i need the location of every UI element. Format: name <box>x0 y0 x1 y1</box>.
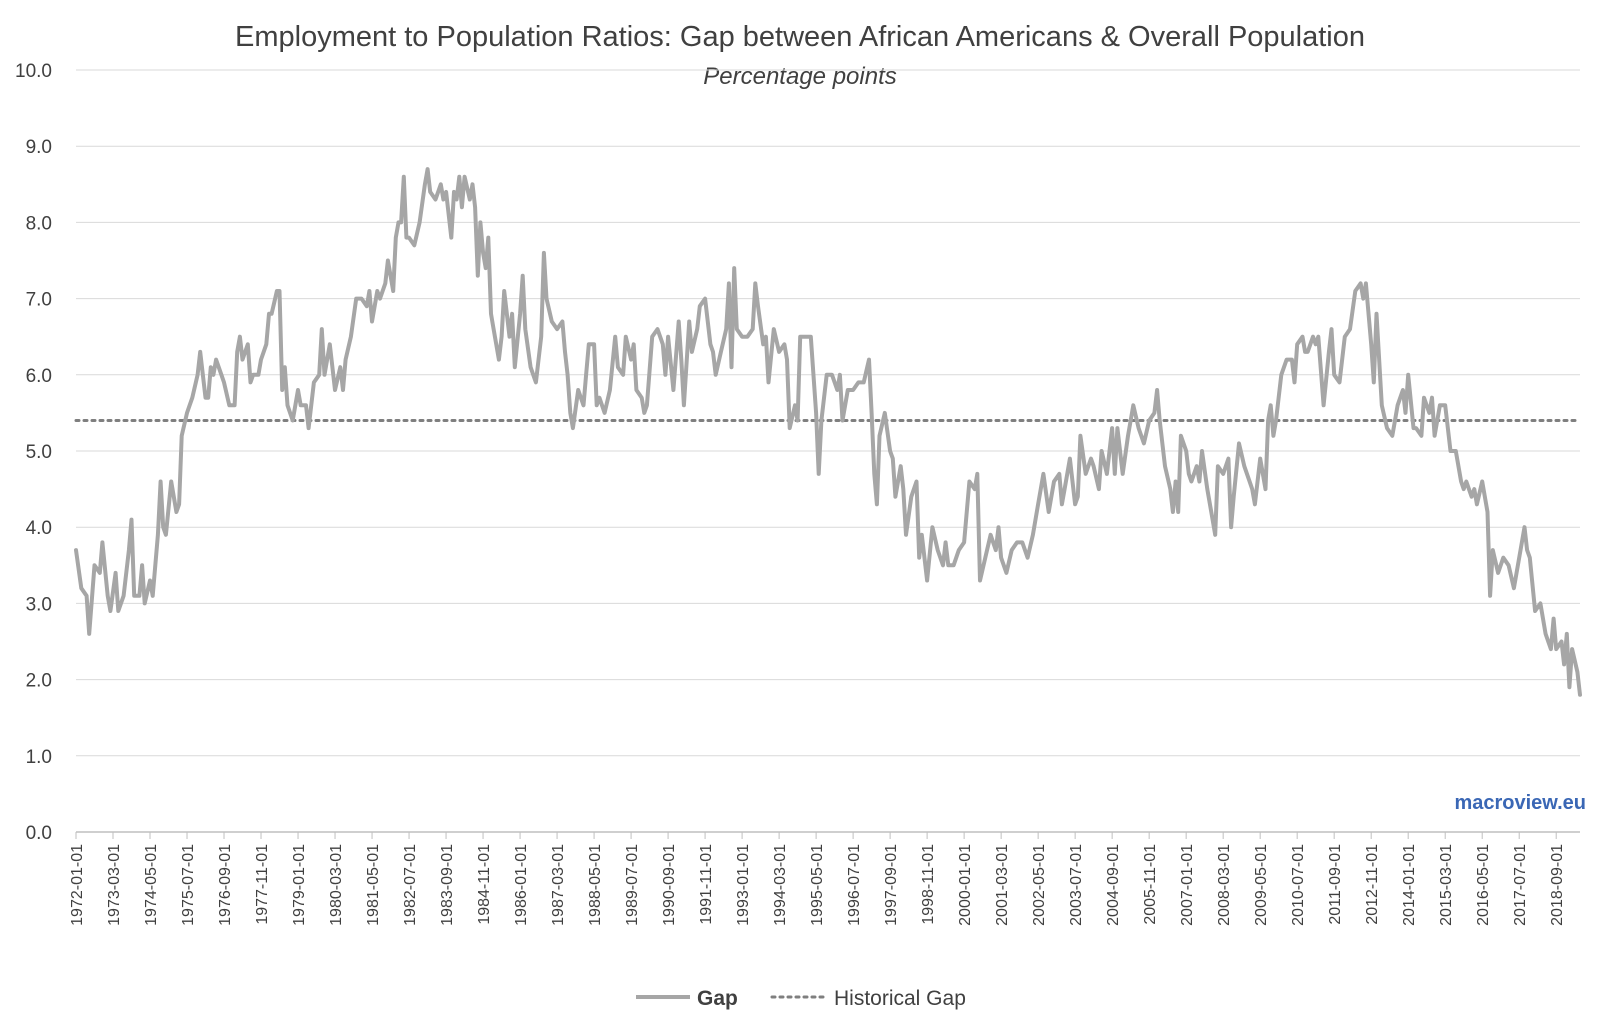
x-tick-label: 1989-07-01 <box>624 844 641 926</box>
x-tick-label: 1984-11-01 <box>476 844 493 925</box>
y-tick-label: 6.0 <box>26 366 52 387</box>
y-tick-label: 7.0 <box>26 290 52 311</box>
x-tick-label: 1979-01-01 <box>291 844 308 926</box>
x-tick-label: 1982-07-01 <box>402 844 419 926</box>
x-tick-label: 1974-05-01 <box>143 844 160 926</box>
y-tick-label: 5.0 <box>26 442 52 463</box>
x-tick-label: 1976-09-01 <box>217 844 234 926</box>
x-tick-label: 1993-01-01 <box>735 844 752 926</box>
x-tick-label: 2017-07-01 <box>1512 844 1529 926</box>
x-tick-label: 1996-07-01 <box>846 844 863 926</box>
y-tick-label: 8.0 <box>26 213 52 234</box>
gap-series <box>74 167 1582 697</box>
gridlines <box>76 69 1580 757</box>
y-axis-tick-labels: 0.0 1.0 2.0 3.0 4.0 5.0 6.0 7.0 8.0 9.0 10.0 <box>15 61 52 844</box>
chart-subtitle: Percentage points <box>703 63 896 90</box>
watermark: macroview.eu <box>1454 792 1586 814</box>
x-tick-label: 2010-07-01 <box>1290 844 1307 926</box>
x-tick-label: 2004-09-01 <box>1105 844 1122 926</box>
x-tick-label: 1981-05-01 <box>365 844 382 926</box>
x-tick-label: 2003-07-01 <box>1068 844 1085 926</box>
x-tick-label: 1983-09-01 <box>439 844 456 926</box>
y-tick-label: 4.0 <box>26 518 52 539</box>
x-tick-label: 1990-09-01 <box>661 844 678 926</box>
x-tick-label: 2011-09-01 <box>1327 844 1344 925</box>
x-tick-label: 2000-01-01 <box>957 844 974 926</box>
legend-gap-label: Gap <box>697 987 738 1010</box>
legend-historical-label: Historical Gap <box>834 987 966 1010</box>
x-tick-label: 1997-09-01 <box>883 844 900 926</box>
x-tick-label: 1995-05-01 <box>809 844 826 926</box>
x-tick-label: 1986-01-01 <box>513 844 530 926</box>
x-tick-label: 1973-03-01 <box>106 844 123 926</box>
x-tick-label: 2009-05-01 <box>1253 844 1270 926</box>
x-tick-label: 1987-03-01 <box>550 844 567 926</box>
gap-line <box>74 167 1582 697</box>
legend: Gap Historical Gap <box>636 987 966 1010</box>
x-tick-label: 1998-11-01 <box>920 844 937 925</box>
chart-title: Employment to Population Ratios: Gap bet… <box>235 21 1365 53</box>
x-tick-label: 2012-11-01 <box>1364 844 1381 925</box>
y-tick-label: 3.0 <box>26 594 52 615</box>
x-tick-label: 2005-11-01 <box>1142 844 1159 925</box>
y-tick-label: 9.0 <box>26 137 52 158</box>
y-tick-label: 10.0 <box>15 61 52 82</box>
y-tick-label: 0.0 <box>26 823 52 844</box>
x-tick-label: 2001-03-01 <box>994 844 1011 926</box>
x-tick-label: 2002-05-01 <box>1031 844 1048 926</box>
x-tick-label: 1991-11-01 <box>698 844 715 925</box>
x-tick-label: 2018-09-01 <box>1549 844 1566 926</box>
y-tick-label: 2.0 <box>26 671 52 692</box>
x-tick-label: 1988-05-01 <box>587 844 604 926</box>
x-tick-label: 2007-01-01 <box>1179 844 1196 926</box>
x-tick-label: 1972-01-01 <box>69 844 86 926</box>
x-tick-label: 2014-01-01 <box>1401 844 1418 926</box>
x-tick-label: 2008-03-01 <box>1216 844 1233 926</box>
y-tick-label: 1.0 <box>26 747 52 768</box>
x-tick-label: 2016-05-01 <box>1475 844 1492 926</box>
x-axis: 1972-01-01 1973-03-01 1974-05-01 1975-07-01… <box>69 831 1580 926</box>
x-tick-label: 1975-07-01 <box>180 844 197 926</box>
x-tick-label: 1980-03-01 <box>328 844 345 926</box>
x-tick-label: 2015-03-01 <box>1438 844 1455 926</box>
x-tick-label: 1977-11-01 <box>254 844 271 925</box>
x-tick-label: 1994-03-01 <box>772 844 789 926</box>
